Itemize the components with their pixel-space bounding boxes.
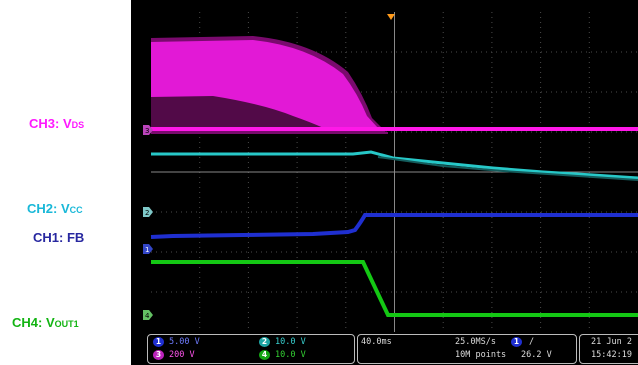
ch4-scale-icon: 4 <box>259 350 270 360</box>
acquisition-box <box>357 334 577 364</box>
timebase: 40.0ms <box>361 337 392 347</box>
ch4-label-main: CH4: V <box>12 315 55 330</box>
ch2-line-lower <box>377 156 638 181</box>
trigger-channel-icon: 1 <box>511 337 522 347</box>
ch3-envelope-inner <box>151 96 328 130</box>
ch4-scale: 10.0 V <box>275 350 306 360</box>
status-bar: 1 5.00 V 3 200 V 2 10.0 V 4 10.0 V 40.0m… <box>143 332 638 365</box>
ch1-scale-icon: 1 <box>153 337 164 347</box>
channel-markers: 3 2 1 4 <box>143 125 153 320</box>
ch3-trace <box>151 36 638 134</box>
ch2-label-sub: CC <box>69 205 83 215</box>
trigger-position-marker <box>387 14 395 20</box>
ch4-label: CH4: VOUT1 <box>12 315 79 330</box>
record-length: 10M points <box>455 350 507 360</box>
ch3-marker-text: 3 <box>145 127 149 135</box>
ch4-marker-text: 4 <box>145 312 150 320</box>
ch3-baseline <box>151 127 638 131</box>
ch1-line <box>150 213 638 239</box>
ch2-label: CH2: VCC <box>27 201 83 216</box>
ch4-marker <box>143 310 153 320</box>
ch4-line <box>151 260 638 317</box>
ch2-scale: 10.0 V <box>275 337 306 347</box>
ch1-marker <box>143 244 153 254</box>
ch2-line <box>151 150 638 180</box>
ch2-marker <box>143 207 153 217</box>
ch2-trace <box>151 150 638 181</box>
trigger-slope: / <box>529 337 535 347</box>
ch3-scale: 200 V <box>169 350 195 360</box>
ch1-label: CH1: FB <box>33 230 85 245</box>
datetime-box <box>579 334 638 364</box>
ch3-label: CH3: VDS <box>29 116 84 131</box>
ch3-label-main: CH3: V <box>29 116 72 131</box>
ch3-scale-icon: 3 <box>153 350 164 360</box>
ch1-trace <box>150 213 638 239</box>
ch4-trace <box>151 260 638 317</box>
time: 15:42:19 <box>591 350 632 360</box>
ch2-label-main: CH2: V <box>27 201 70 216</box>
ch4-label-sub: OUT1 <box>54 319 79 329</box>
ch3-label-sub: DS <box>71 120 85 130</box>
ch3-marker <box>143 125 153 135</box>
ch1-scale: 5.00 V <box>169 337 200 347</box>
waveform-plot: 3 2 1 4 <box>143 12 638 332</box>
ch2-marker-text: 2 <box>145 209 149 217</box>
ch1-marker-text: 1 <box>145 246 149 254</box>
channel-scale-box <box>147 334 355 364</box>
date: 21 Jun 2 <box>591 337 632 347</box>
ch2-scale-icon: 2 <box>259 337 270 347</box>
trigger-level: 26.2 V <box>521 350 552 360</box>
sample-rate: 25.0MS/s <box>455 337 496 347</box>
